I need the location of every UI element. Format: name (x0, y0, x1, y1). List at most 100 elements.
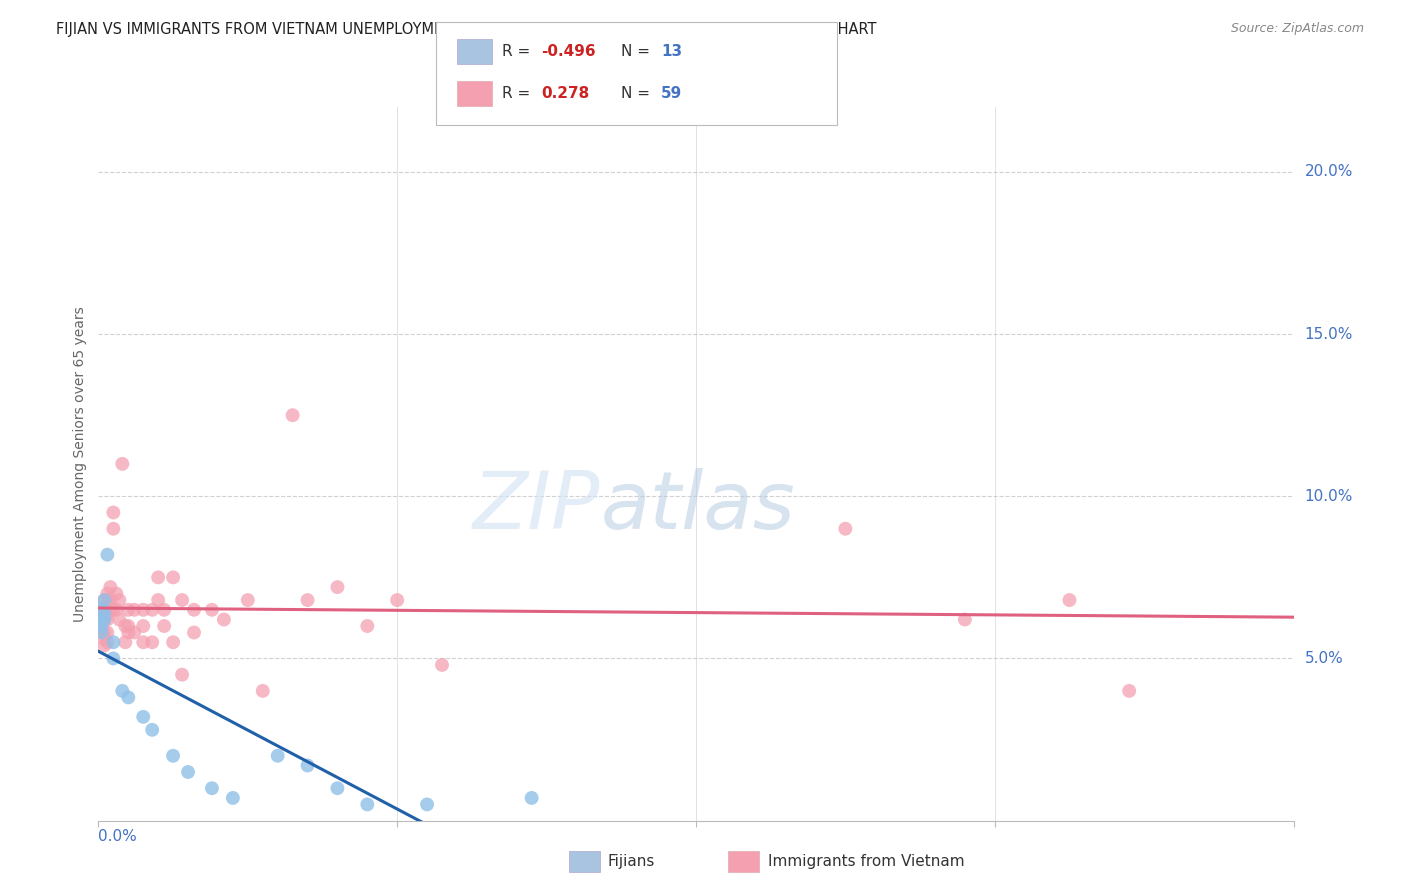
Text: 13: 13 (661, 44, 682, 59)
Point (236, 593, 259, 607)
Point (326, 781, 349, 796)
Point (183, 625, 205, 640)
Point (162, 748, 184, 763)
Point (93, 593, 115, 607)
Point (90, 619, 112, 633)
Point (430, 657, 453, 672)
Point (96, 625, 118, 640)
Point (124, 625, 146, 640)
Point (98, 593, 122, 607)
Point (105, 603, 128, 617)
Point (108, 613, 131, 627)
Point (520, 791, 543, 805)
Point (177, 764, 200, 779)
Text: 0.278: 0.278 (541, 86, 589, 101)
Point (117, 625, 139, 640)
Point (141, 603, 163, 617)
Point (96, 586, 118, 600)
Point (297, 758, 319, 772)
Point (103, 635, 125, 649)
Point (90, 603, 112, 617)
Point (356, 619, 378, 633)
Point (114, 619, 136, 633)
Text: Fijians: Fijians (607, 855, 655, 869)
Point (117, 690, 139, 705)
Text: atlas: atlas (600, 467, 796, 546)
Text: 59: 59 (661, 86, 682, 101)
Text: R =: R = (502, 86, 536, 101)
Point (201, 781, 224, 796)
Point (834, 522, 856, 536)
Point (93, 603, 115, 617)
Point (132, 635, 155, 649)
Point (93, 625, 115, 640)
Point (267, 748, 290, 763)
Point (96, 606, 118, 620)
Point (222, 791, 245, 805)
Point (148, 570, 170, 584)
Point (252, 684, 274, 698)
Y-axis label: Unemployment Among Seniors over 65 years: Unemployment Among Seniors over 65 years (73, 306, 87, 622)
Point (93, 613, 115, 627)
Point (103, 603, 125, 617)
Point (172, 667, 194, 681)
Point (103, 506, 125, 520)
Text: 10.0%: 10.0% (1305, 489, 1353, 504)
Point (90, 613, 112, 627)
Point (93, 639, 115, 653)
Text: 0.0%: 0.0% (98, 830, 138, 844)
Point (114, 635, 136, 649)
Point (103, 651, 125, 665)
Text: ZIP: ZIP (472, 467, 600, 546)
Text: N =: N = (621, 86, 655, 101)
Point (183, 603, 205, 617)
Point (162, 635, 184, 649)
Point (93, 613, 115, 627)
Point (201, 603, 224, 617)
Point (385, 593, 409, 607)
Point (93, 606, 115, 620)
Text: 15.0%: 15.0% (1305, 326, 1353, 342)
Point (93, 632, 115, 646)
Point (93, 593, 115, 607)
Point (96, 613, 118, 627)
Text: R =: R = (502, 44, 536, 59)
Point (162, 570, 184, 584)
Point (153, 603, 176, 617)
Text: Source: ZipAtlas.com: Source: ZipAtlas.com (1230, 22, 1364, 36)
Text: 20.0%: 20.0% (1305, 164, 1353, 179)
Point (297, 593, 319, 607)
Point (108, 593, 131, 607)
Point (96, 548, 118, 562)
Point (90, 619, 112, 633)
Point (356, 797, 378, 812)
Point (103, 522, 125, 536)
Point (1059, 593, 1081, 607)
Point (124, 603, 146, 617)
Text: N =: N = (621, 44, 655, 59)
Point (117, 619, 139, 633)
Point (111, 684, 134, 698)
Point (1118, 684, 1140, 698)
Point (90, 625, 112, 640)
Point (281, 408, 304, 422)
Point (90, 603, 112, 617)
Point (96, 596, 118, 610)
Point (326, 580, 349, 594)
Point (132, 710, 155, 724)
Point (132, 603, 155, 617)
Point (96, 635, 118, 649)
Point (90, 613, 112, 627)
Text: 5.0%: 5.0% (1305, 651, 1343, 666)
Point (98, 603, 122, 617)
Point (172, 593, 194, 607)
Point (953, 613, 976, 627)
Text: -0.496: -0.496 (541, 44, 596, 59)
Point (153, 619, 176, 633)
Text: Immigrants from Vietnam: Immigrants from Vietnam (768, 855, 965, 869)
Point (212, 613, 235, 627)
Point (111, 457, 134, 471)
Point (141, 635, 163, 649)
Point (416, 797, 439, 812)
Point (117, 603, 139, 617)
